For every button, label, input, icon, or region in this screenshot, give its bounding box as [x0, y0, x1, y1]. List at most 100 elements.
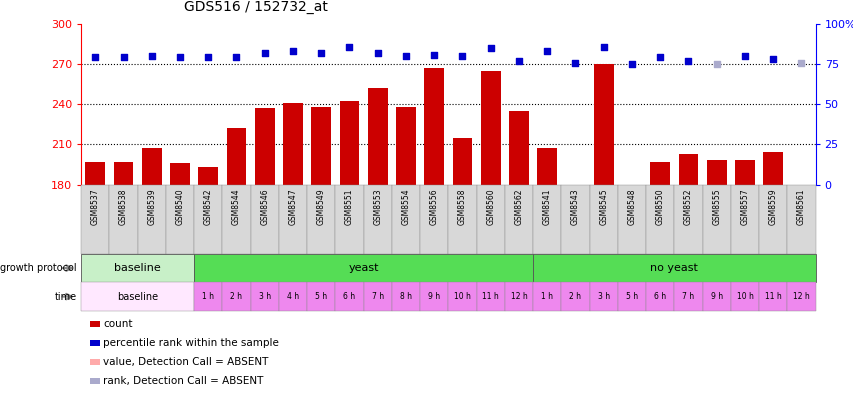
- Text: 5 h: 5 h: [315, 292, 327, 301]
- Text: 9 h: 9 h: [710, 292, 722, 301]
- Point: [568, 59, 582, 66]
- Point: [286, 48, 299, 54]
- Point: [145, 53, 159, 59]
- Bar: [734, 160, 754, 185]
- Text: yeast: yeast: [348, 263, 379, 273]
- Text: GSM8547: GSM8547: [288, 188, 297, 225]
- Text: 9 h: 9 h: [427, 292, 440, 301]
- Text: GSM8550: GSM8550: [655, 188, 664, 225]
- Text: 4 h: 4 h: [287, 292, 299, 301]
- Point: [173, 54, 187, 61]
- Point: [426, 51, 440, 58]
- Text: GSM8544: GSM8544: [232, 188, 241, 225]
- Point: [624, 61, 638, 67]
- Bar: [198, 167, 218, 185]
- Point: [342, 44, 356, 50]
- Text: 12 h: 12 h: [792, 292, 809, 301]
- Text: GSM8553: GSM8553: [373, 188, 382, 225]
- Text: GSM8556: GSM8556: [429, 188, 438, 225]
- Text: 10 h: 10 h: [454, 292, 470, 301]
- Bar: [650, 162, 670, 185]
- Bar: [678, 154, 698, 185]
- Text: 5 h: 5 h: [625, 292, 637, 301]
- Text: baseline: baseline: [114, 263, 161, 273]
- Point: [737, 53, 751, 59]
- Text: 1 h: 1 h: [202, 292, 214, 301]
- Text: GSM8560: GSM8560: [485, 188, 495, 225]
- Text: GSM8557: GSM8557: [740, 188, 749, 225]
- Text: 11 h: 11 h: [764, 292, 780, 301]
- Bar: [368, 88, 387, 185]
- Text: GSM8551: GSM8551: [345, 188, 354, 225]
- Bar: [311, 107, 331, 185]
- Text: GSM8562: GSM8562: [514, 188, 523, 225]
- Bar: [226, 128, 247, 185]
- Text: GSM8555: GSM8555: [711, 188, 721, 225]
- Point: [709, 61, 722, 67]
- Text: 6 h: 6 h: [653, 292, 665, 301]
- Point: [117, 54, 131, 61]
- Point: [201, 54, 215, 61]
- Text: GSM8542: GSM8542: [204, 188, 212, 225]
- Text: GSM8548: GSM8548: [627, 188, 635, 225]
- Bar: [85, 162, 105, 185]
- Point: [512, 58, 525, 65]
- Point: [258, 50, 271, 56]
- Bar: [170, 163, 189, 185]
- Text: GSM8537: GSM8537: [90, 188, 100, 225]
- Text: percentile rank within the sample: percentile rank within the sample: [103, 338, 279, 348]
- Bar: [142, 148, 161, 185]
- Text: 3 h: 3 h: [258, 292, 270, 301]
- Text: GDS516 / 152732_at: GDS516 / 152732_at: [183, 0, 327, 14]
- Point: [456, 53, 469, 59]
- Text: time: time: [55, 291, 77, 302]
- Text: GSM8561: GSM8561: [796, 188, 805, 225]
- Bar: [537, 148, 556, 185]
- Point: [765, 55, 779, 62]
- Text: 11 h: 11 h: [482, 292, 498, 301]
- Text: 12 h: 12 h: [510, 292, 526, 301]
- Text: 3 h: 3 h: [597, 292, 609, 301]
- Bar: [508, 111, 528, 185]
- Text: GSM8546: GSM8546: [260, 188, 269, 225]
- Text: 6 h: 6 h: [343, 292, 355, 301]
- Bar: [254, 108, 275, 185]
- Text: GSM8558: GSM8558: [457, 188, 467, 225]
- Point: [793, 59, 807, 66]
- Point: [229, 54, 243, 61]
- Text: GSM8552: GSM8552: [683, 188, 692, 225]
- Text: 2 h: 2 h: [569, 292, 581, 301]
- Point: [484, 45, 497, 51]
- Point: [596, 44, 610, 50]
- Bar: [480, 70, 500, 185]
- Bar: [424, 68, 444, 185]
- Text: GSM8545: GSM8545: [599, 188, 607, 225]
- Point: [89, 54, 102, 61]
- Text: baseline: baseline: [117, 291, 158, 302]
- Text: 8 h: 8 h: [399, 292, 411, 301]
- Text: 10 h: 10 h: [735, 292, 752, 301]
- Text: value, Detection Call = ABSENT: value, Detection Call = ABSENT: [103, 357, 269, 367]
- Bar: [396, 107, 415, 185]
- Text: GSM8554: GSM8554: [401, 188, 410, 225]
- Point: [653, 54, 666, 61]
- Point: [314, 50, 328, 56]
- Bar: [452, 138, 472, 185]
- Text: rank, Detection Call = ABSENT: rank, Detection Call = ABSENT: [103, 376, 264, 386]
- Text: GSM8538: GSM8538: [119, 188, 128, 225]
- Text: 7 h: 7 h: [371, 292, 383, 301]
- Text: GSM8539: GSM8539: [147, 188, 156, 225]
- Point: [398, 53, 412, 59]
- Text: 7 h: 7 h: [682, 292, 693, 301]
- Text: count: count: [103, 319, 133, 329]
- Text: GSM8559: GSM8559: [768, 188, 777, 225]
- Text: GSM8540: GSM8540: [175, 188, 184, 225]
- Bar: [763, 152, 782, 185]
- Bar: [339, 101, 359, 185]
- Text: 1 h: 1 h: [541, 292, 553, 301]
- Text: 2 h: 2 h: [230, 292, 242, 301]
- Bar: [283, 103, 303, 185]
- Text: no yeast: no yeast: [650, 263, 698, 273]
- Point: [370, 50, 384, 56]
- Point: [540, 48, 554, 54]
